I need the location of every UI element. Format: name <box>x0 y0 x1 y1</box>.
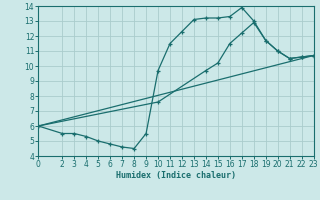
X-axis label: Humidex (Indice chaleur): Humidex (Indice chaleur) <box>116 171 236 180</box>
